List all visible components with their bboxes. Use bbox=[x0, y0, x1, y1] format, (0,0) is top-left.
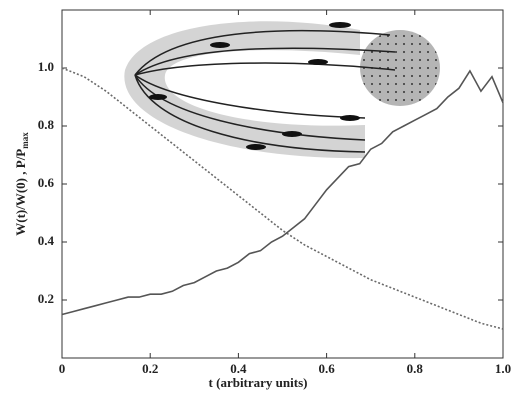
x-tick-label: 0.6 bbox=[318, 361, 335, 376]
x-tick-label: 0.4 bbox=[230, 361, 247, 376]
x-axis-label: t (arbitrary units) bbox=[209, 375, 308, 390]
field-line bbox=[134, 29, 391, 76]
y-axis-label-sub: max bbox=[20, 132, 30, 149]
particle bbox=[282, 131, 302, 137]
y-axis-label: W(t)/W(0) , P/Pmax bbox=[13, 132, 30, 236]
y-tick-label: 0.4 bbox=[38, 233, 55, 248]
field-line bbox=[134, 47, 396, 76]
particle bbox=[210, 42, 230, 48]
field-line bbox=[134, 74, 366, 153]
field-line bbox=[134, 62, 396, 76]
x-tick-label: 0.8 bbox=[407, 361, 424, 376]
particle bbox=[329, 22, 351, 28]
data-line bbox=[61, 67, 504, 330]
torus-cross-section bbox=[360, 30, 440, 106]
particle bbox=[308, 59, 328, 65]
field-line bbox=[134, 74, 366, 141]
particle bbox=[340, 115, 360, 121]
field-line bbox=[134, 74, 366, 119]
y-tick-label: 1.0 bbox=[38, 59, 54, 74]
y-tick-label: 0.8 bbox=[38, 117, 55, 132]
data-line bbox=[61, 69, 504, 316]
y-axis-label-main: W(t)/W(0) , P/P bbox=[13, 149, 28, 236]
particle bbox=[149, 94, 167, 100]
y-tick-label: 0.2 bbox=[38, 291, 54, 306]
x-tick-label: 0.2 bbox=[142, 361, 158, 376]
torus-body bbox=[124, 21, 366, 159]
particle bbox=[246, 144, 266, 150]
x-tick-label: 1.0 bbox=[495, 361, 511, 376]
y-tick-label: 0.6 bbox=[38, 175, 55, 190]
torus-inset bbox=[124, 21, 440, 159]
x-tick-label: 0 bbox=[59, 361, 66, 376]
